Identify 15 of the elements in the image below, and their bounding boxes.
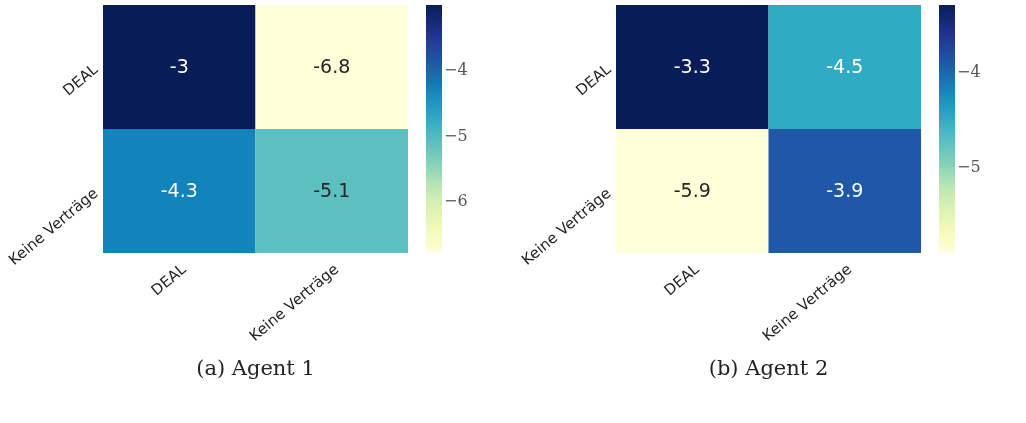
data-label: -5.1 bbox=[313, 179, 351, 201]
data-label: -4.3 bbox=[160, 179, 198, 201]
color-bar-label: −6 bbox=[444, 190, 468, 210]
data-label: -3 bbox=[169, 55, 189, 77]
data-label: -3.3 bbox=[673, 55, 711, 77]
text: (a) Agent 1 bbox=[196, 355, 315, 380]
data-label: -3.9 bbox=[826, 179, 864, 201]
text: (b) Agent 2 bbox=[708, 355, 829, 380]
color-bar-label: −5 bbox=[444, 125, 468, 145]
color-bar-label: −5 bbox=[957, 157, 981, 177]
color-bar-label: −4 bbox=[957, 61, 981, 81]
data-label: -4.5 bbox=[826, 55, 864, 77]
color-bar-label: −4 bbox=[444, 60, 468, 80]
data-label: -5.9 bbox=[673, 179, 711, 201]
data-label: -6.8 bbox=[313, 55, 351, 77]
